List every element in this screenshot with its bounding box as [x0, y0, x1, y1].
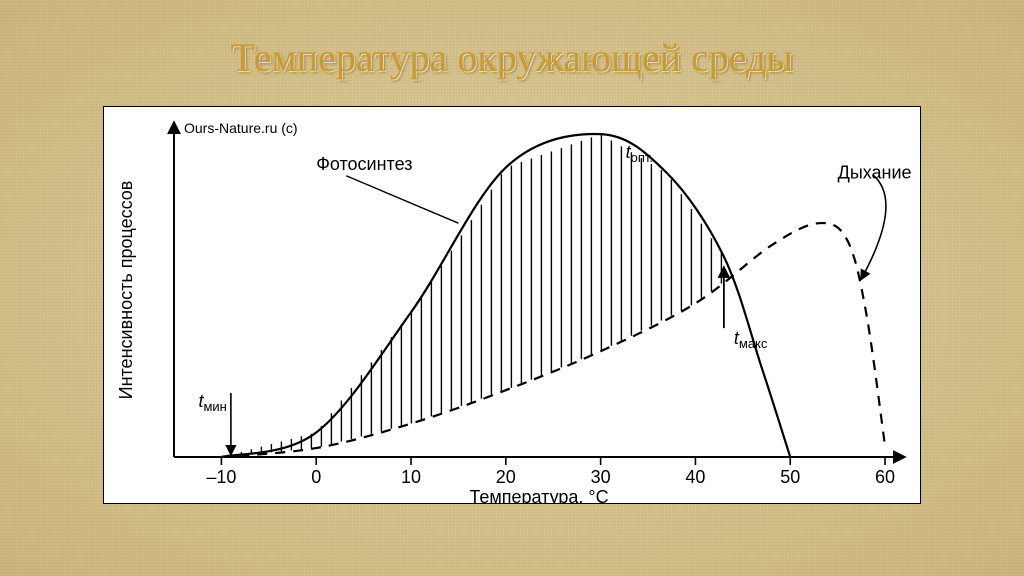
label-photosynthesis: Фотосинтез [316, 154, 412, 174]
y-axis-label: Интенсивность процессов [116, 181, 136, 400]
label-respiration: Дыхание [838, 163, 912, 183]
chart-container: –10 0 10 20 30 40 50 60 Температура, °С Интенсивн… [103, 106, 921, 504]
chart-svg: –10 0 10 20 30 40 50 60 Температура, °С Интенсивн… [104, 107, 920, 503]
x-tick-label: 20 [496, 467, 516, 487]
x-tick-label: 60 [875, 467, 895, 487]
x-tick-label: 50 [780, 467, 800, 487]
pointer-respiration [861, 175, 886, 279]
attribution: Ours-Nature.ru (c) [184, 120, 298, 136]
x-tick-label: 0 [311, 467, 321, 487]
slide-title: Температура окружающей среды [0, 34, 1024, 81]
label-t-min: tмин [198, 391, 226, 414]
curve-respiration [221, 223, 885, 457]
x-tick-label: 30 [591, 467, 611, 487]
curve-photosynthesis [221, 134, 790, 457]
hatch-region [231, 135, 721, 456]
x-tick-label: 40 [685, 467, 705, 487]
slide-background: Температура окружающей среды –10 0 10 20 30 4… [0, 0, 1024, 576]
x-tick-label: 10 [401, 467, 421, 487]
label-t-opt: tопт. [626, 142, 653, 165]
pointer-photosynthesis [346, 176, 458, 223]
x-axis-label: Температура, °С [469, 487, 608, 503]
x-tick-label: –10 [206, 467, 236, 487]
